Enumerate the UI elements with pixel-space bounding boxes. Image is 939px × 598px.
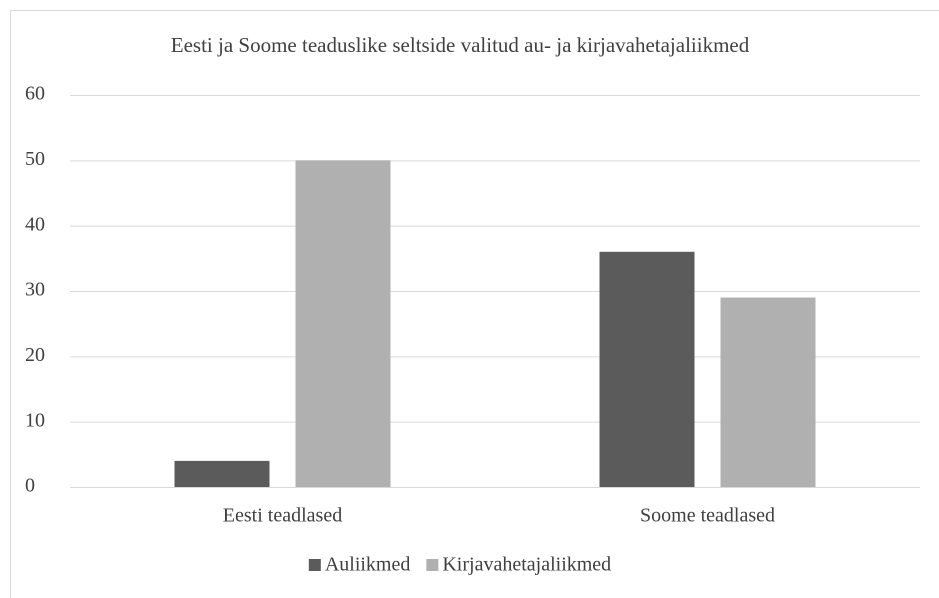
y-tick-label: 60 (25, 83, 45, 105)
legend-swatch (426, 559, 439, 571)
chart-title: Eesti ja Soome teaduslike seltside valit… (171, 33, 750, 57)
bar (599, 251, 695, 487)
bar (720, 297, 816, 487)
legend-label: Kirjavahetajaliikmed (442, 554, 611, 576)
y-tick-label: 10 (25, 409, 45, 431)
y-tick-label: 20 (25, 344, 45, 366)
y-tick-label: 40 (25, 213, 45, 235)
bar (174, 460, 270, 487)
bar (295, 160, 391, 488)
y-tick-label: 50 (25, 148, 45, 170)
legend-label: Auliikmed (325, 554, 411, 576)
x-tick-label: Soome teadlased (640, 505, 775, 527)
x-tick-label: Eesti teadlased (223, 505, 342, 527)
legend-swatch (308, 559, 321, 571)
y-tick-label: 30 (25, 279, 45, 301)
y-tick-label: 0 (25, 475, 35, 497)
